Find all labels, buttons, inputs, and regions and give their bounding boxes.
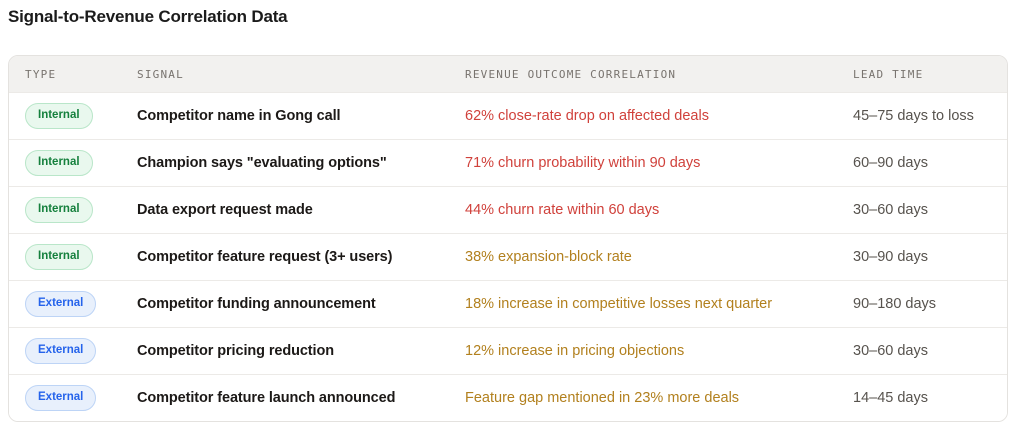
page-title: Signal-to-Revenue Correlation Data <box>8 7 288 26</box>
correlation-text: 38% expansion-block rate <box>465 249 632 265</box>
table-row: External Competitor pricing reduction 12… <box>9 327 1007 374</box>
column-header-correlation: REVENUE OUTCOME CORRELATION <box>465 67 677 81</box>
table-row: External Competitor funding announcement… <box>9 280 1007 327</box>
correlation-table: TYPE SIGNAL REVENUE OUTCOME CORRELATION … <box>8 55 1008 422</box>
correlation-text: 71% churn probability within 90 days <box>465 155 701 171</box>
lead-time-text: 60–90 days <box>853 155 928 171</box>
signal-text: Competitor pricing reduction <box>137 343 334 359</box>
type-cell: Internal <box>25 103 137 129</box>
signal-text: Competitor funding announcement <box>137 296 376 312</box>
type-cell: External <box>25 338 137 364</box>
table-row: Internal Competitor feature request (3+ … <box>9 233 1007 280</box>
signal-text: Competitor feature request (3+ users) <box>137 249 393 265</box>
correlation-text: 44% churn rate within 60 days <box>465 202 660 218</box>
column-header-lead-time: LEAD TIME <box>853 67 924 81</box>
type-cell: External <box>25 291 137 317</box>
signal-text: Champion says "evaluating options" <box>137 155 387 171</box>
type-cell: External <box>25 385 137 411</box>
correlation-text: Feature gap mentioned in 23% more deals <box>465 390 740 406</box>
type-cell: Internal <box>25 150 137 176</box>
correlation-text: 18% increase in competitive losses next … <box>465 296 773 312</box>
table-row: Internal Data export request made 44% ch… <box>9 186 1007 233</box>
type-cell: Internal <box>25 197 137 223</box>
signal-text: Competitor name in Gong call <box>137 108 341 124</box>
correlation-text: 62% close-rate drop on affected deals <box>465 108 709 124</box>
table-row: Internal Competitor name in Gong call 62… <box>9 92 1007 139</box>
column-header-signal: SIGNAL <box>137 67 184 81</box>
correlation-text: 12% increase in pricing objections <box>465 343 685 359</box>
type-cell: Internal <box>25 244 137 270</box>
type-badge: Internal <box>25 103 93 129</box>
lead-time-text: 30–90 days <box>853 249 928 265</box>
lead-time-text: 45–75 days to loss <box>853 108 974 124</box>
type-badge: Internal <box>25 197 93 223</box>
column-header-type: TYPE <box>25 67 57 81</box>
table-body: Internal Competitor name in Gong call 62… <box>9 92 1007 421</box>
table-header-row: TYPE SIGNAL REVENUE OUTCOME CORRELATION … <box>9 56 1007 92</box>
lead-time-text: 30–60 days <box>853 202 928 218</box>
lead-time-text: 90–180 days <box>853 296 937 312</box>
type-badge: External <box>25 291 97 317</box>
table-row: External Competitor feature launch annou… <box>9 374 1007 421</box>
signal-text: Data export request made <box>137 202 313 218</box>
type-badge: External <box>25 338 97 364</box>
table-row: Internal Champion says "evaluating optio… <box>9 139 1007 186</box>
signal-text: Competitor feature launch announced <box>137 390 396 406</box>
lead-time-text: 14–45 days <box>853 390 928 406</box>
type-badge: Internal <box>25 150 93 176</box>
type-badge: External <box>25 385 97 411</box>
lead-time-text: 30–60 days <box>853 343 928 359</box>
type-badge: Internal <box>25 244 93 270</box>
